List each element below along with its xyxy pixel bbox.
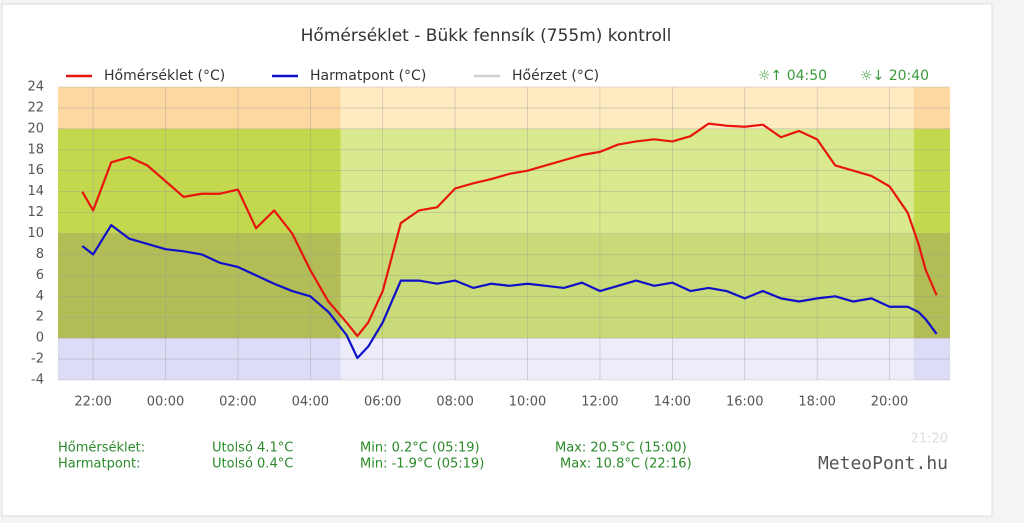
legend-label: Hőmérséklet (°C)	[104, 68, 225, 84]
x-tick-label: 12:00	[581, 395, 618, 410]
stat-label: Hőmérséklet:	[58, 441, 145, 456]
stat-last: Utolsó 0.4°C	[212, 457, 293, 472]
sunset-time: 20:40	[889, 68, 929, 84]
x-tick-label: 10:00	[509, 395, 546, 410]
sunrise-icon: ☼↑	[758, 68, 787, 84]
series-line	[81, 122, 938, 338]
sunset-icon: ☼↓	[860, 68, 889, 84]
y-tick-label: 0	[36, 331, 44, 346]
y-tick-label: 16	[27, 163, 44, 178]
y-tick-label: -4	[31, 373, 44, 388]
chart-title: Hőmérséklet - Bükk fennsík (755m) kontro…	[301, 26, 672, 46]
x-tick-label: 16:00	[726, 395, 763, 410]
zone	[58, 128, 341, 234]
x-tick-label: 08:00	[436, 395, 473, 410]
x-tick-label: 06:00	[364, 395, 401, 410]
y-tick-label: 8	[36, 247, 44, 262]
stat-max: Max: 10.8°C (22:16)	[560, 457, 692, 472]
brand: MeteoPont.hu	[818, 453, 948, 474]
x-tick-label: 00:00	[147, 395, 184, 410]
x-tick-label: 22:00	[74, 395, 111, 410]
x-tick-label: 20:00	[871, 395, 908, 410]
legend-label: Harmatpont (°C)	[310, 68, 426, 84]
stat-last: Utolsó 4.1°C	[212, 441, 293, 456]
updated-time: 21:20	[911, 432, 948, 447]
zone	[58, 233, 341, 339]
series-line	[81, 224, 938, 360]
sunrise-time: 04:50	[787, 68, 827, 84]
sunrise: ☼↑ 04:50	[758, 68, 827, 84]
y-tick-label: -2	[31, 352, 44, 367]
x-tick-label: 18:00	[798, 395, 835, 410]
zone	[340, 233, 914, 339]
zone	[913, 128, 950, 234]
y-tick-label: 22	[27, 100, 44, 115]
stat-max: Max: 20.5°C (15:00)	[555, 441, 687, 456]
stat-label: Harmatpont:	[58, 457, 141, 472]
stat-min: Min: -1.9°C (05:19)	[360, 457, 484, 472]
zone	[340, 128, 914, 234]
sunset: ☼↓ 20:40	[860, 68, 929, 84]
y-tick-label: 12	[27, 205, 44, 220]
y-tick-label: 14	[27, 184, 44, 199]
y-tick-label: 24	[27, 80, 44, 95]
stat-min: Min: 0.2°C (05:19)	[360, 441, 480, 456]
legend-label: Hőérzet (°C)	[512, 68, 599, 84]
x-tick-label: 04:00	[292, 395, 329, 410]
y-tick-label: 10	[27, 226, 44, 241]
x-tick-label: 14:00	[654, 395, 691, 410]
y-tick-label: 4	[36, 289, 44, 304]
y-tick-label: 18	[27, 142, 44, 157]
x-tick-label: 02:00	[219, 395, 256, 410]
y-tick-label: 2	[36, 310, 44, 325]
y-tick-label: 20	[27, 121, 44, 136]
y-tick-label: 6	[36, 268, 44, 283]
